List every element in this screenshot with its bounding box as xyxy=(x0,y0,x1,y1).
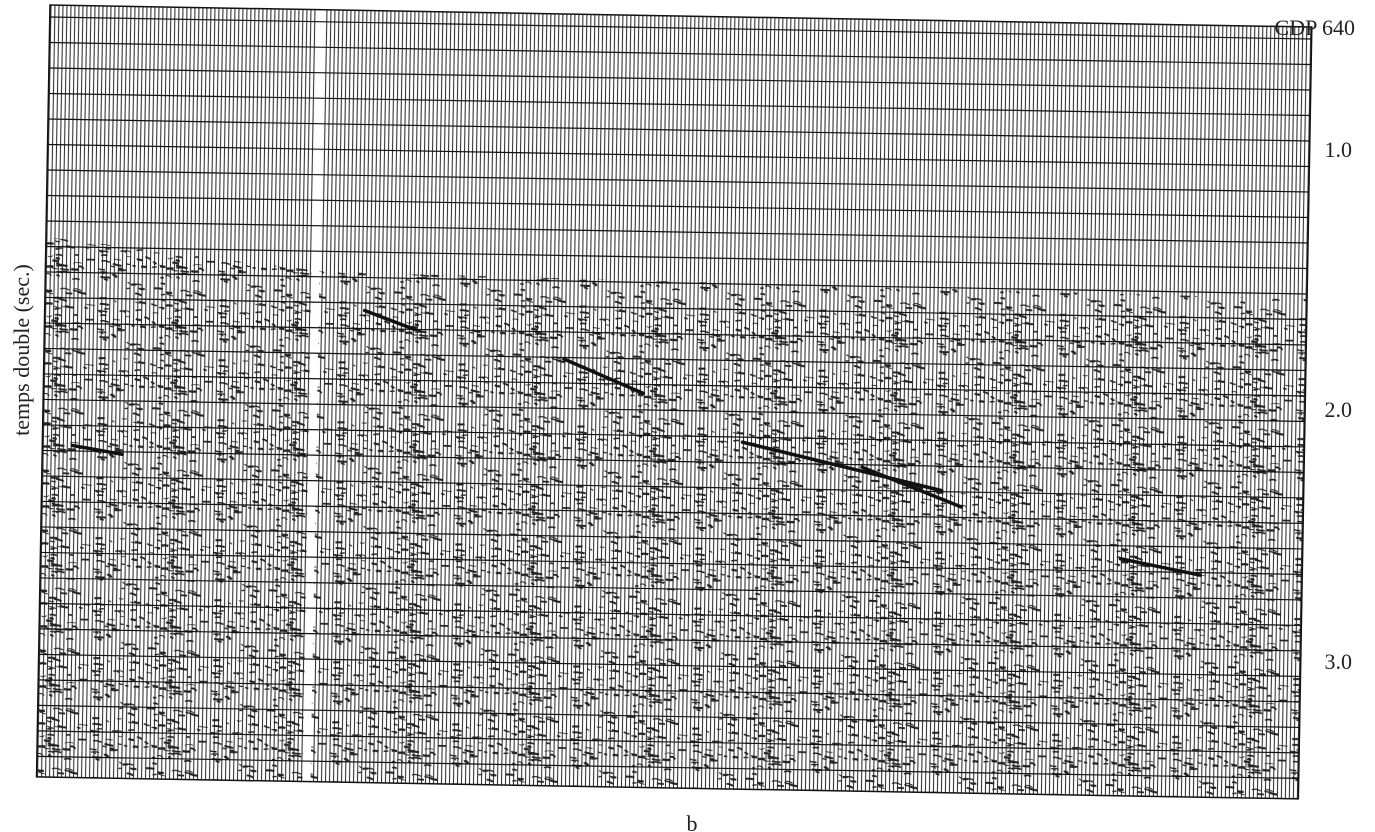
timing-line xyxy=(39,628,1301,652)
timing-line xyxy=(46,194,1309,219)
timing-line xyxy=(49,16,1312,40)
timing-line xyxy=(48,67,1311,91)
timing-line xyxy=(37,704,1300,729)
timing-line xyxy=(41,475,1304,499)
timing-line xyxy=(47,118,1310,142)
timing-line xyxy=(39,602,1302,627)
time-tick-label: 3.0 xyxy=(1325,649,1353,674)
seismic-section xyxy=(35,4,1313,800)
timing-line xyxy=(47,143,1310,168)
timing-line xyxy=(45,271,1308,295)
timing-line xyxy=(49,41,1312,66)
panel-label: b xyxy=(687,811,698,832)
time-tick-label: 2.0 xyxy=(1325,397,1353,422)
timing-lines xyxy=(36,16,1312,780)
timing-line xyxy=(42,424,1305,448)
timing-line xyxy=(46,220,1309,244)
timing-line xyxy=(45,245,1308,270)
panel-frame xyxy=(35,4,1313,800)
time-tick-label: 1.0 xyxy=(1325,137,1353,162)
timing-line xyxy=(41,500,1304,525)
timing-line xyxy=(44,322,1307,346)
timing-line xyxy=(43,373,1306,397)
timing-line xyxy=(40,526,1303,550)
timing-line xyxy=(38,679,1301,703)
timing-line xyxy=(40,551,1303,576)
axis-label: temps double (sec.) xyxy=(9,264,34,436)
timing-line xyxy=(42,449,1305,474)
timing-line xyxy=(37,730,1300,754)
reflection-data xyxy=(36,236,1308,799)
timing-line xyxy=(38,653,1301,678)
trace-label: CDP 640 xyxy=(1275,15,1355,40)
timing-line xyxy=(44,296,1307,321)
timing-line xyxy=(43,398,1305,423)
dead-trace xyxy=(302,9,324,782)
timing-line xyxy=(47,169,1309,193)
timing-line xyxy=(39,577,1302,601)
timing-line xyxy=(43,347,1306,372)
timing-line xyxy=(48,92,1311,117)
timing-line xyxy=(36,755,1299,780)
reflectors xyxy=(70,308,1202,577)
